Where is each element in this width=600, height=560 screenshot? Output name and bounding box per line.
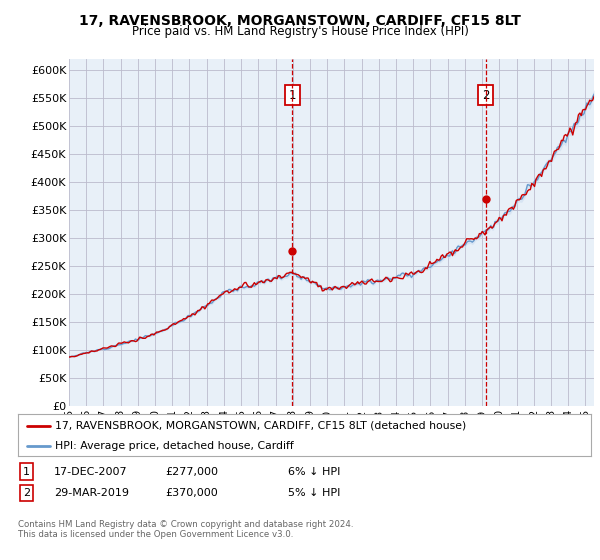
Text: £370,000: £370,000 xyxy=(165,488,218,498)
Text: 2: 2 xyxy=(23,488,30,498)
Text: 17-DEC-2007: 17-DEC-2007 xyxy=(54,466,128,477)
Text: 29-MAR-2019: 29-MAR-2019 xyxy=(54,488,129,498)
Text: 5% ↓ HPI: 5% ↓ HPI xyxy=(288,488,340,498)
Text: 2: 2 xyxy=(482,88,490,102)
Text: Contains HM Land Registry data © Crown copyright and database right 2024.
This d: Contains HM Land Registry data © Crown c… xyxy=(18,520,353,539)
Text: 17, RAVENSBROOK, MORGANSTOWN, CARDIFF, CF15 8LT (detached house): 17, RAVENSBROOK, MORGANSTOWN, CARDIFF, C… xyxy=(55,421,466,431)
Text: £277,000: £277,000 xyxy=(165,466,218,477)
Text: Price paid vs. HM Land Registry's House Price Index (HPI): Price paid vs. HM Land Registry's House … xyxy=(131,25,469,38)
Text: 17, RAVENSBROOK, MORGANSTOWN, CARDIFF, CF15 8LT: 17, RAVENSBROOK, MORGANSTOWN, CARDIFF, C… xyxy=(79,14,521,28)
Text: 6% ↓ HPI: 6% ↓ HPI xyxy=(288,466,340,477)
Text: 1: 1 xyxy=(289,88,296,102)
Text: 1: 1 xyxy=(23,466,30,477)
Text: HPI: Average price, detached house, Cardiff: HPI: Average price, detached house, Card… xyxy=(55,441,294,451)
